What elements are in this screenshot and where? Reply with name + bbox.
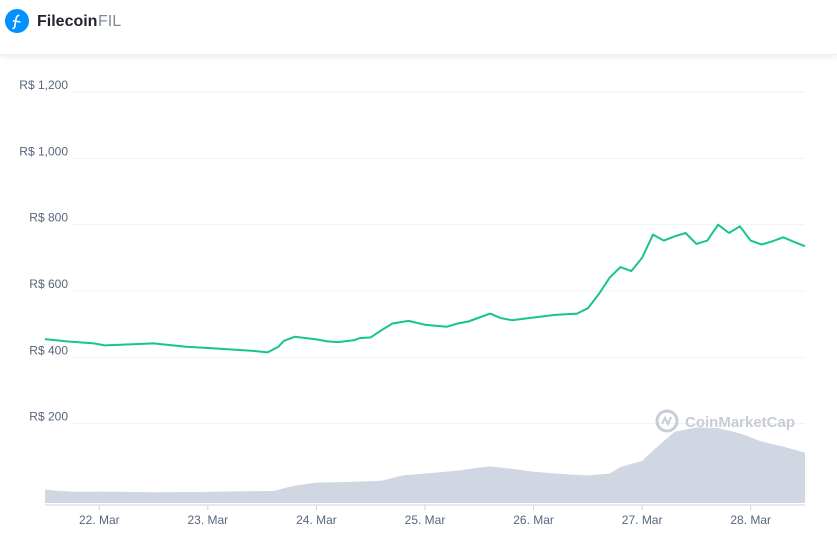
y-tick-label: R$ 400 — [29, 343, 68, 357]
coin-symbol: FIL — [98, 13, 122, 30]
x-tick-label: 28. Mar — [730, 513, 771, 527]
x-tick-label: 23. Mar — [188, 513, 229, 527]
x-tick-label: 27. Mar — [622, 513, 663, 527]
y-tick-label: R$ 1,000 — [19, 144, 68, 158]
coin-name: Filecoin — [37, 13, 98, 30]
coin-header: Filecoin FIL — [0, 0, 837, 55]
filecoin-logo-icon — [5, 9, 29, 33]
chart-grid — [72, 91, 805, 425]
y-tick-label: R$ 800 — [29, 211, 68, 225]
volume-area — [45, 427, 805, 503]
y-tick-label: R$ 1,200 — [19, 78, 68, 92]
x-tick-label: 25. Mar — [405, 513, 446, 527]
watermark-text: CoinMarketCap — [685, 414, 795, 431]
x-tick-label: 26. Mar — [513, 513, 554, 527]
price-line — [44, 223, 806, 354]
x-tick-label: 24. Mar — [296, 513, 337, 527]
x-axis: 22. Mar 23. Mar 24. Mar 25. Mar 26. Mar 27. M… — [79, 505, 771, 527]
x-tick-label: 22. Mar — [79, 513, 120, 527]
y-tick-label: R$ 600 — [29, 277, 68, 291]
coinmarketcap-logo-icon — [655, 409, 679, 433]
y-axis: R$ 200 R$ 400 R$ 600 R$ 800 R$ 1,000 R$ 1,200 — [19, 78, 68, 424]
y-tick-label: R$ 200 — [29, 410, 68, 424]
